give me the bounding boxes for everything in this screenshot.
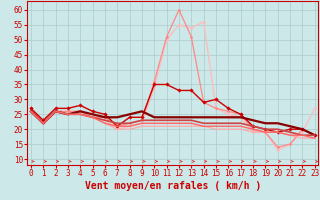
X-axis label: Vent moyen/en rafales ( km/h ): Vent moyen/en rafales ( km/h ) [85, 181, 261, 191]
